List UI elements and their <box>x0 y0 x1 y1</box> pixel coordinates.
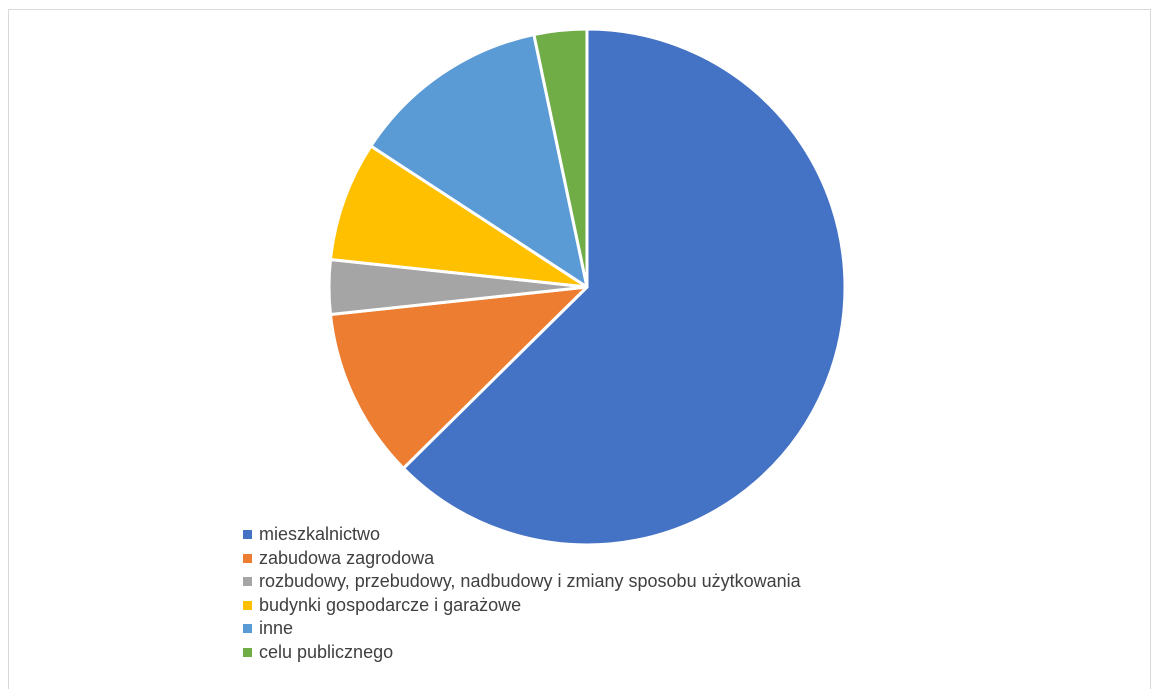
pie-slices <box>327 27 847 547</box>
legend-swatch-2 <box>243 577 252 587</box>
chart-area: mieszkalnictwo zabudowa zagrodowa rozbudow… <box>8 9 1151 689</box>
pie-slice-0 <box>401 27 847 547</box>
legend-swatch-4 <box>243 624 252 634</box>
legend-item-3: budynki gospodarcze i garażowe <box>243 594 801 618</box>
pie-chart <box>327 27 847 547</box>
legend-label-0: mieszkalnictwo <box>259 524 381 545</box>
legend-label-3: budynki gospodarcze i garażowe <box>259 594 522 615</box>
pie-slice-1 <box>328 285 589 470</box>
legend-swatch-3 <box>243 600 252 610</box>
legend-swatch-0 <box>243 530 252 540</box>
legend-label-5: celu publicznego <box>259 641 394 662</box>
legend-label-2: rozbudowy, przebudowy, nadbudowy i zmian… <box>259 571 801 592</box>
legend-swatch-1 <box>243 553 252 563</box>
legend-item-5: celu publicznego <box>243 641 801 665</box>
legend-label-4: inne <box>259 618 294 639</box>
legend-label-1: zabudowa zagrodowa <box>259 547 435 568</box>
pie-slice-4 <box>369 33 589 289</box>
pie-slice-5 <box>532 27 589 289</box>
legend-swatch-5 <box>243 647 252 657</box>
pie-slice-3 <box>328 144 589 289</box>
legend-item-4: inne <box>243 617 801 641</box>
legend-item-2: rozbudowy, przebudowy, nadbudowy i zmian… <box>243 570 801 594</box>
chart-legend: mieszkalnictwo zabudowa zagrodowa rozbudow… <box>243 523 801 664</box>
legend-item-0: mieszkalnictwo <box>243 523 801 547</box>
legend-item-1: zabudowa zagrodowa <box>243 547 801 571</box>
